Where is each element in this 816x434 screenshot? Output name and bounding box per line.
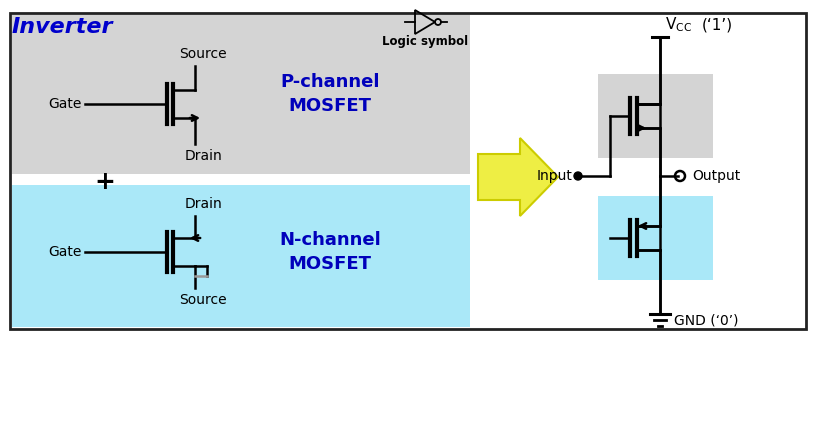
Text: +: + <box>95 170 115 194</box>
Circle shape <box>574 172 582 180</box>
Bar <box>598 74 713 158</box>
Text: Output: Output <box>692 169 740 183</box>
Text: Inverter: Inverter <box>12 17 113 37</box>
Bar <box>12 185 470 327</box>
Text: Source: Source <box>180 47 227 61</box>
Text: Gate: Gate <box>48 245 82 259</box>
Text: N-channel
MOSFET: N-channel MOSFET <box>279 231 381 273</box>
Text: Input: Input <box>536 169 572 183</box>
Bar <box>12 15 470 174</box>
Text: Source: Source <box>180 293 227 307</box>
Text: Drain: Drain <box>184 197 222 211</box>
Bar <box>598 196 713 280</box>
Polygon shape <box>478 138 558 216</box>
Text: Drain: Drain <box>184 149 222 163</box>
Text: (‘1’): (‘1’) <box>702 17 733 33</box>
Text: $\mathregular{V_{CC}}$: $\mathregular{V_{CC}}$ <box>665 16 692 34</box>
Text: Logic symbol: Logic symbol <box>382 36 468 49</box>
Bar <box>10 13 806 329</box>
Text: P-channel
MOSFET: P-channel MOSFET <box>280 73 379 115</box>
Text: GND (‘0’): GND (‘0’) <box>674 313 738 327</box>
Text: Gate: Gate <box>48 97 82 111</box>
